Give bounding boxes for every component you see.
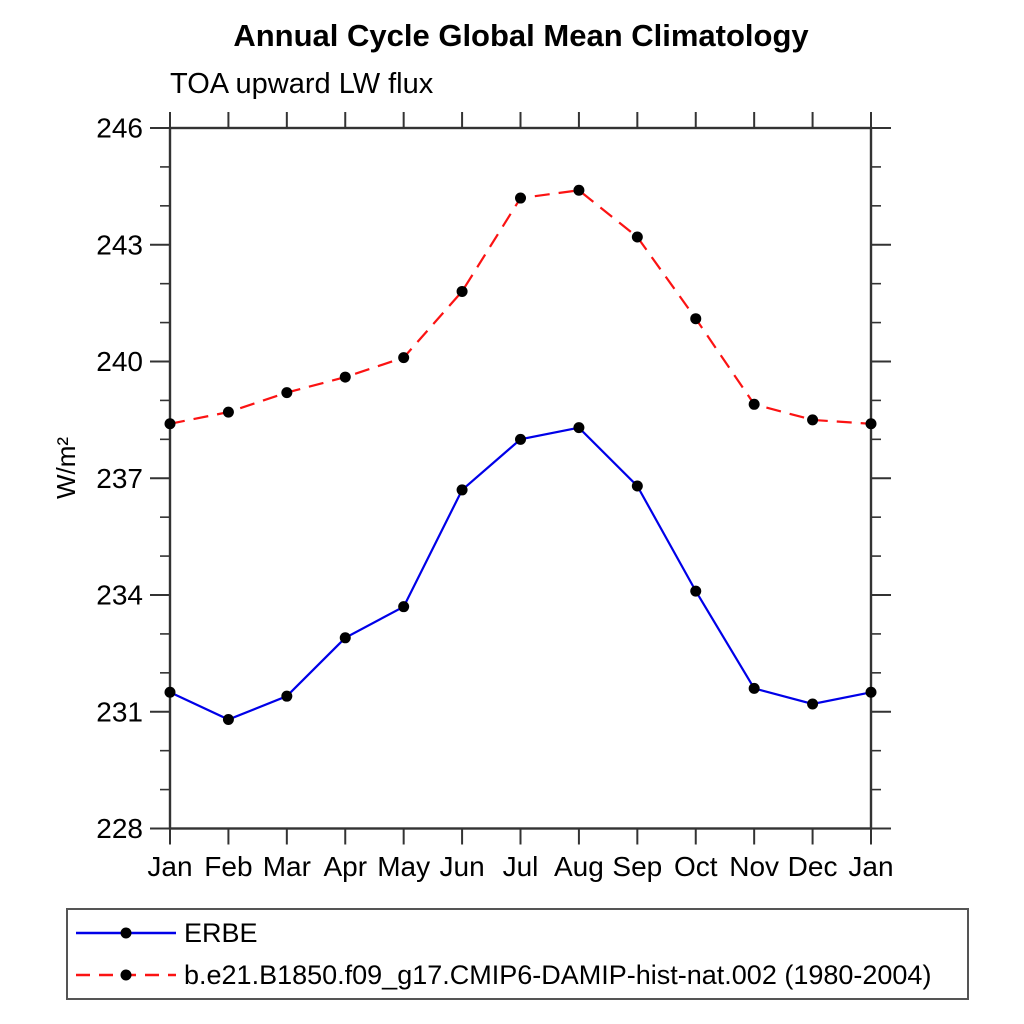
x-tick-label: Jan (848, 851, 893, 882)
data-point-marker (222, 714, 234, 726)
x-tick-label: May (377, 851, 430, 882)
data-point-marker (807, 414, 819, 426)
data-point-marker (631, 231, 643, 243)
data-point-marker (865, 686, 877, 698)
x-axis-ticks: Jan Feb Mar Apr May Jun Jul Aug Sep Oct Nov Dec Jan (147, 112, 894, 882)
series-line (169, 426, 872, 721)
data-point-marker (339, 371, 351, 383)
data-point-marker (865, 418, 877, 430)
data-point-marker (398, 601, 410, 613)
x-tick-label: Jun (440, 851, 485, 882)
y-tick-label: 237 (96, 463, 143, 494)
data-point-marker (515, 433, 526, 445)
data-point-marker (573, 184, 585, 196)
chart-subtitle: TOA upward LW flux (170, 68, 434, 100)
data-point-marker (631, 480, 643, 492)
legend: ERBE b.e21.B1850.f09_g17.CMIP6-DAMIP-his… (66, 908, 969, 1000)
x-tick-label: Aug (554, 851, 604, 882)
data-point-marker (222, 406, 234, 418)
data-point-marker (164, 686, 176, 698)
y-tick-label: 231 (96, 696, 143, 727)
data-point-marker (807, 698, 819, 710)
x-tick-label: Dec (788, 851, 838, 882)
data-point-marker (515, 192, 526, 204)
data-point-marker (164, 418, 176, 430)
data-point-marker (690, 313, 702, 325)
series-line (169, 189, 872, 425)
y-axis-ticks: 228 231 234 237 240 243 246 (96, 113, 891, 844)
data-point-marker (748, 398, 760, 410)
legend-item-model: b.e21.B1850.f09_g17.CMIP6-DAMIP-hist-nat… (72, 955, 967, 995)
erbe-line-swatch (76, 927, 176, 939)
x-tick-label: Nov (729, 851, 779, 882)
y-tick-label: 240 (96, 346, 143, 377)
series-erbe (164, 422, 877, 726)
data-point-marker (456, 484, 468, 496)
series-model (164, 184, 877, 430)
plot-frame (168, 126, 873, 830)
marker-dot-icon (120, 927, 132, 939)
data-point-marker (690, 585, 702, 597)
data-point-marker (398, 352, 410, 364)
data-point-marker (456, 285, 468, 297)
legend-item-erbe: ERBE (72, 913, 967, 953)
data-point-marker (748, 682, 760, 694)
y-tick-label: 246 (96, 113, 143, 144)
marker-dot-icon (120, 969, 132, 981)
data-point-marker (281, 690, 293, 702)
x-tick-label: Jan (147, 851, 192, 882)
legend-label-model: b.e21.B1850.f09_g17.CMIP6-DAMIP-hist-nat… (184, 959, 932, 990)
chart-title: Annual Cycle Global Mean Climatology (233, 18, 809, 53)
legend-label-erbe: ERBE (184, 917, 258, 948)
data-point-marker (339, 632, 351, 644)
model-line-swatch (76, 969, 176, 981)
x-tick-label: Apr (323, 851, 367, 882)
y-tick-label: 228 (96, 813, 143, 844)
x-tick-label: Mar (263, 851, 311, 882)
x-tick-label: Oct (674, 851, 718, 882)
x-tick-label: Sep (612, 851, 662, 882)
data-point-marker (573, 422, 585, 434)
y-tick-label: 234 (96, 580, 143, 611)
x-tick-label: Jul (503, 851, 539, 882)
y-tick-label: 243 (96, 229, 143, 260)
x-tick-label: Feb (204, 851, 252, 882)
data-point-marker (281, 387, 293, 399)
